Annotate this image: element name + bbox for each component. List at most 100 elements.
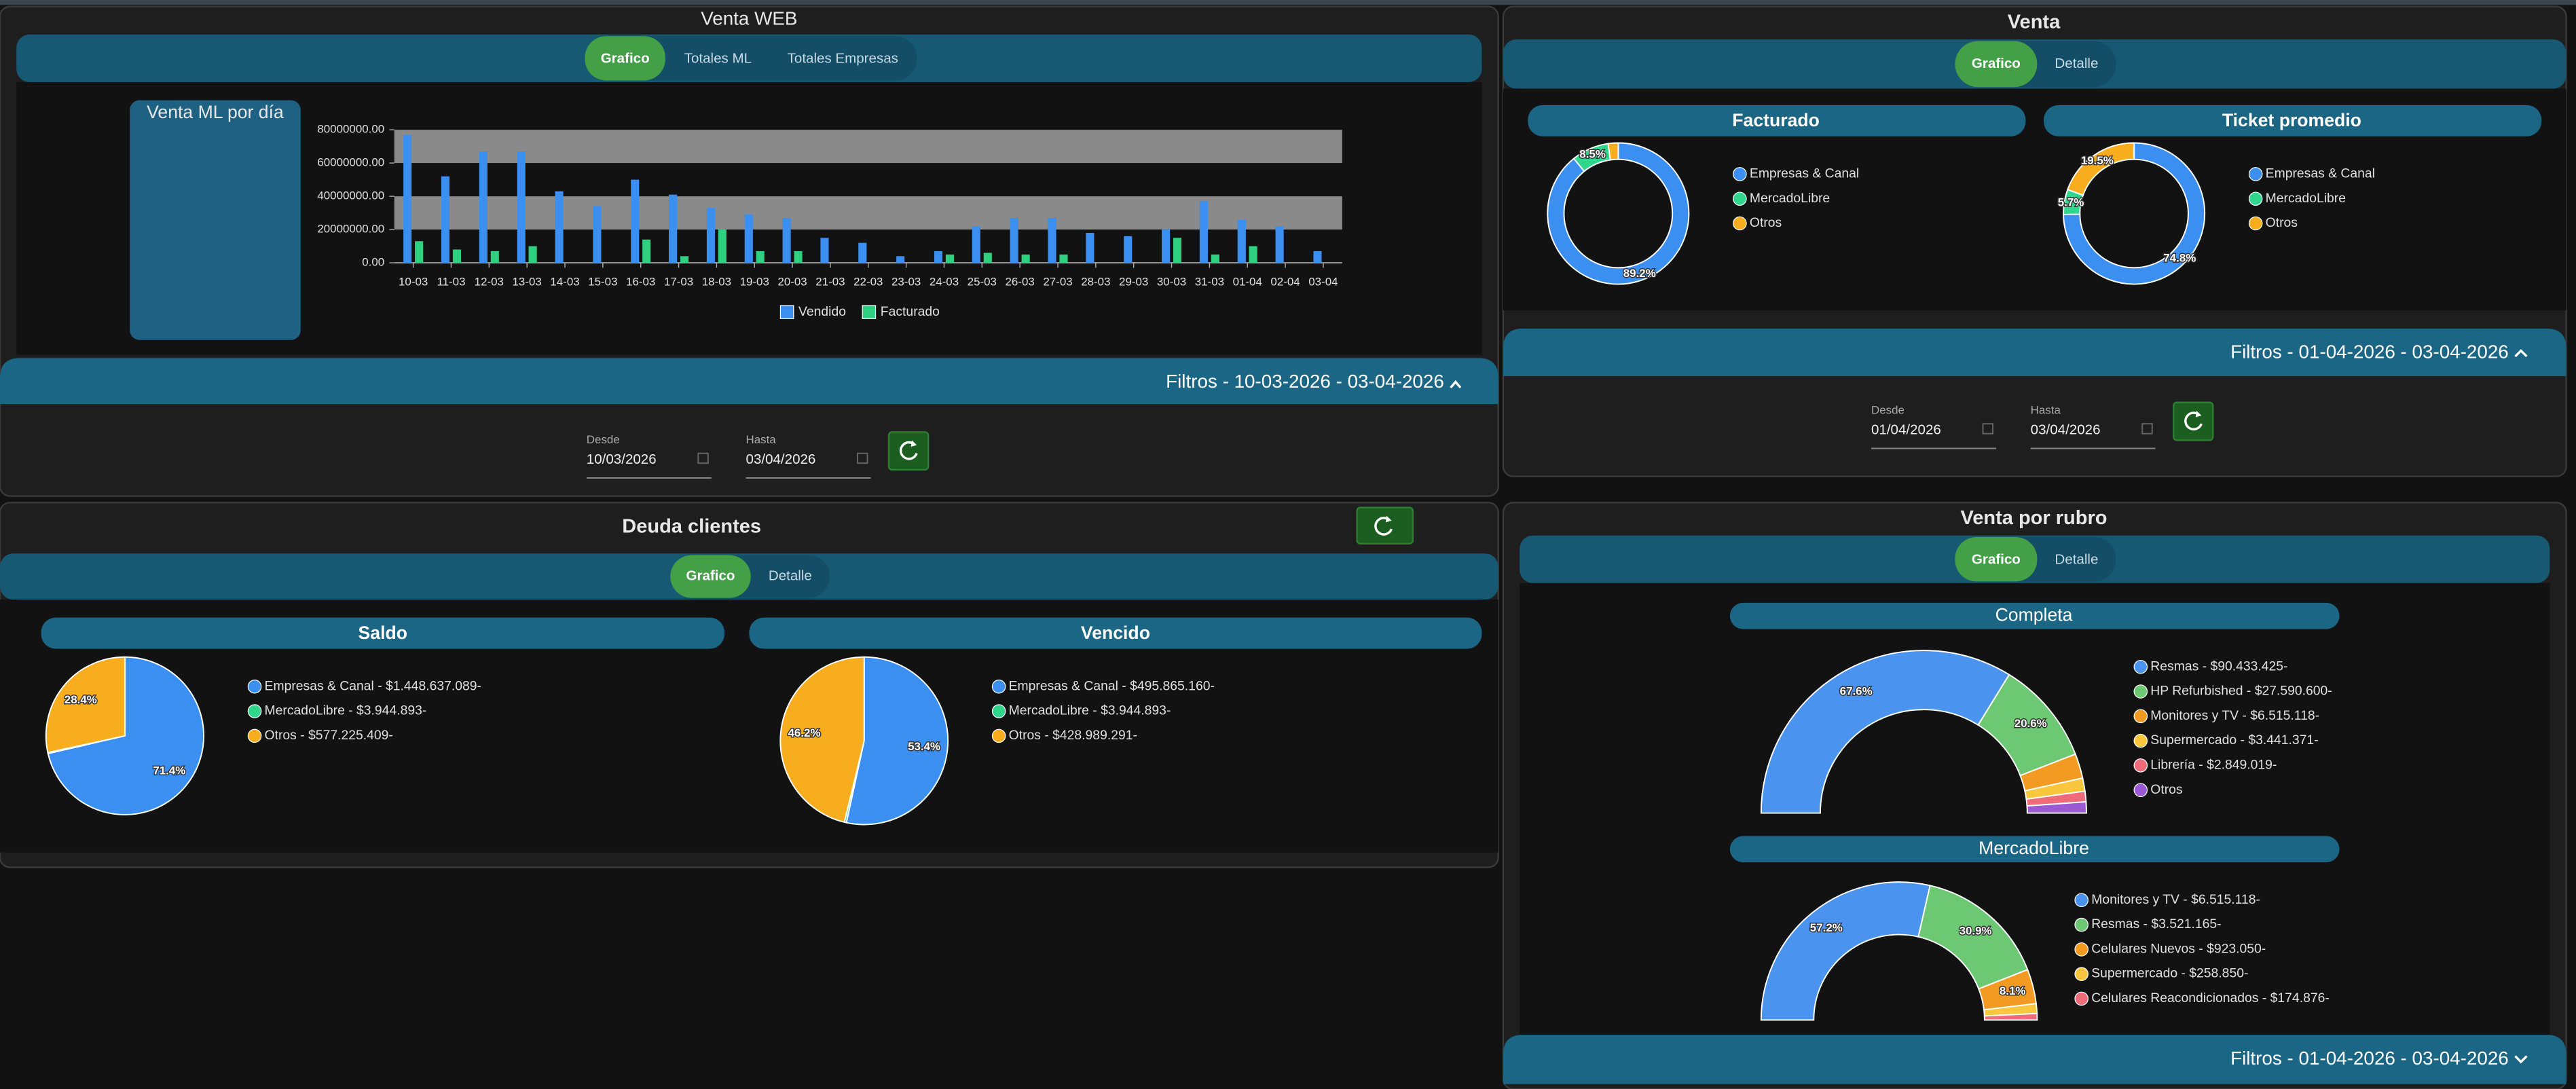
date-input[interactable]: 01/04/2026	[1871, 422, 1941, 437]
x-tick-label: 24-03	[930, 276, 959, 289]
refresh-button[interactable]	[1356, 506, 1414, 544]
x-tick-label: 20-03	[777, 276, 807, 289]
refresh-icon[interactable]	[2195, 410, 2202, 418]
calendar-icon[interactable]	[2141, 423, 2153, 435]
slice	[47, 656, 204, 815]
filter-bar[interactable]	[0, 358, 1498, 405]
calendar-icon[interactable]	[1982, 423, 1993, 435]
tab-active[interactable]	[585, 36, 665, 81]
x-tick-label: 01-04	[1233, 276, 1262, 289]
legend-label: Otros	[2150, 782, 2182, 797]
refresh-button[interactable]	[2172, 401, 2214, 441]
filter-label[interactable]: Filtros - 10-03-2026 - 03-04-2026	[1166, 371, 1444, 392]
calendar-icon[interactable]	[857, 452, 868, 464]
bar	[1237, 219, 1246, 263]
tab-active[interactable]	[1955, 537, 2038, 582]
legend-swatch	[2074, 991, 2089, 1006]
bar	[1199, 201, 1208, 263]
bar	[669, 194, 678, 263]
bar	[945, 254, 954, 263]
x-tick-label: 31-03	[1195, 276, 1224, 289]
tab-active[interactable]	[1955, 41, 2038, 88]
filter-label[interactable]: Filtros - 01-04-2026 - 03-04-2026	[2230, 341, 2509, 362]
bar	[1086, 232, 1094, 263]
legend-label: MercadoLibre - $3.944.893-	[265, 703, 427, 718]
tab[interactable]: Grafico	[1972, 56, 2021, 71]
tab[interactable]: Grafico	[686, 568, 735, 584]
legend-label: Celulares Reacondicionados - $174.876-	[2091, 991, 2330, 1005]
legend-swatch	[862, 305, 877, 319]
refresh-icon[interactable]	[899, 441, 918, 460]
legend-swatch	[2133, 709, 2148, 724]
data-label: 71.4%	[153, 764, 185, 777]
chevron-icon[interactable]	[2514, 349, 2528, 358]
tab[interactable]: Totales ML	[684, 51, 752, 67]
y-tick-label: 0.00	[362, 256, 384, 269]
slice	[845, 656, 949, 826]
x-tick-label: 28-03	[1081, 276, 1110, 289]
tab[interactable]: Detalle	[2055, 551, 2098, 567]
refresh-icon[interactable]	[2184, 411, 2203, 430]
calendar-icon[interactable]	[697, 452, 709, 464]
bar	[756, 251, 765, 263]
slice	[1760, 881, 1931, 1021]
filter-bar[interactable]	[1503, 1035, 2566, 1084]
refresh-icon[interactable]	[1374, 517, 1393, 536]
refresh-icon[interactable]	[910, 440, 917, 447]
bar	[642, 239, 651, 263]
input-label: Desde	[1871, 403, 1905, 416]
x-tick-label: 27-03	[1043, 276, 1072, 289]
chevron-icon[interactable]	[1450, 380, 1462, 389]
chevron-icon[interactable]	[2514, 1055, 2528, 1064]
slice	[779, 656, 865, 824]
bar	[1059, 254, 1068, 263]
grid-band	[394, 130, 1342, 164]
chart-title: MercadoLibre	[1979, 838, 2089, 858]
bar	[744, 215, 753, 263]
legend-swatch	[2133, 758, 2148, 773]
legend-label: MercadoLibre - $3.944.893-	[1009, 703, 1171, 718]
legend-swatch	[247, 704, 262, 718]
tab[interactable]: Grafico	[601, 51, 650, 67]
data-label: 19.5%	[2081, 154, 2114, 167]
y-tick-label: 60000000.00	[317, 156, 384, 169]
data-label: 46.2%	[788, 726, 821, 739]
data-label: 74.8%	[2163, 251, 2196, 264]
tab[interactable]: Totales Empresas	[788, 51, 898, 67]
tab[interactable]: Grafico	[1972, 551, 2021, 567]
pie-charts: 71.4% 28.4% Empresas & Canal - $1.448.637.…	[45, 656, 1215, 826]
filter-bar[interactable]	[1503, 328, 2566, 377]
legend-label: Librería - $2.849.019-	[2150, 758, 2277, 773]
x-tick-label: 15-03	[588, 276, 617, 289]
filter-label[interactable]: Filtros - 01-04-2026 - 03-04-2026	[2230, 1048, 2509, 1069]
date-input[interactable]: 03/04/2026	[2031, 422, 2101, 437]
tab[interactable]: Detalle	[2055, 56, 2098, 71]
panel-title: Deuda clientes	[622, 515, 761, 537]
chart-header	[749, 617, 1482, 649]
x-tick-label: 03-04	[1308, 276, 1338, 289]
data-label: 89.2%	[1623, 267, 1656, 280]
x-tick-label: 23-03	[891, 276, 921, 289]
legend-label: Facturado	[881, 304, 940, 319]
chart-title: Facturado	[1732, 110, 1820, 130]
chart-title: Vencido	[1081, 623, 1150, 643]
legend-swatch	[991, 728, 1006, 743]
legend-label: Empresas & Canal - $1.448.637.089-	[265, 678, 481, 693]
legend-label: Otros - $577.225.409-	[265, 728, 393, 743]
y-tick-label: 20000000.00	[317, 223, 384, 236]
date-input[interactable]: 03/04/2026	[746, 451, 816, 467]
bar	[983, 253, 992, 263]
refresh-icon[interactable]	[1385, 515, 1392, 523]
tab-group	[585, 36, 917, 81]
tab[interactable]: Detalle	[769, 568, 812, 584]
tab-active[interactable]	[670, 555, 751, 598]
bar	[1173, 238, 1182, 263]
x-tick-label: 19-03	[740, 276, 769, 289]
slice	[2026, 800, 2087, 814]
slice	[1607, 142, 1619, 161]
slice	[1983, 1012, 2038, 1021]
chart-header	[1729, 836, 2340, 863]
date-input[interactable]: 10/03/2026	[587, 451, 657, 467]
refresh-button[interactable]	[887, 431, 930, 471]
bar	[593, 206, 602, 263]
